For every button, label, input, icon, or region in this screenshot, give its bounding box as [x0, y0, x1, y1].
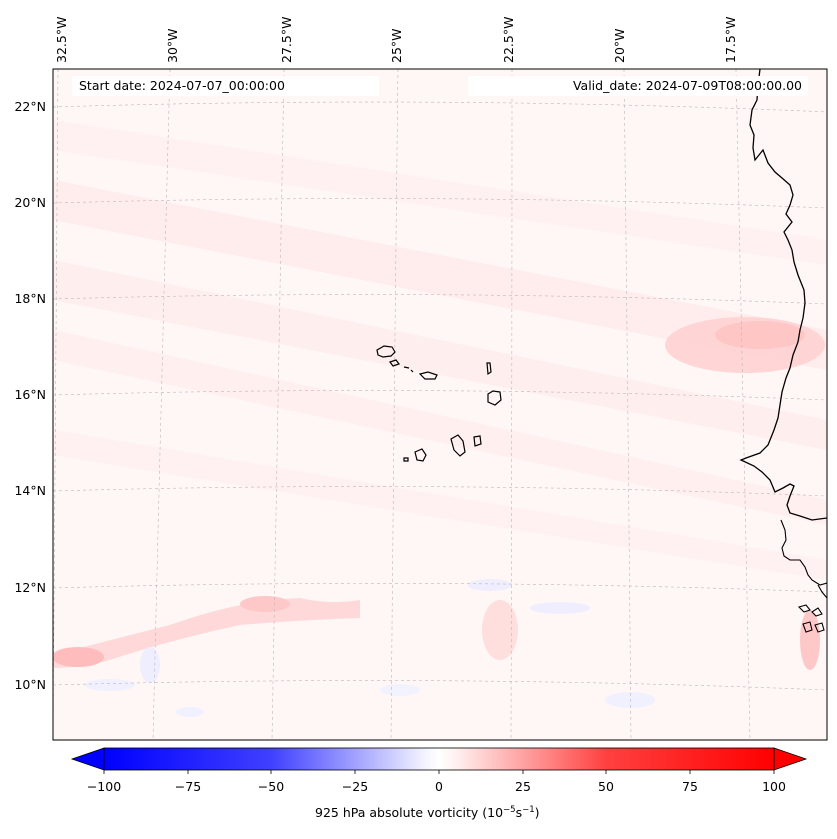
colorbar-title-exp1: −5 — [503, 805, 516, 815]
colorbar-ticks — [103, 770, 775, 774]
lat-label: 16°N — [14, 387, 46, 402]
lon-label: 25°W — [389, 28, 404, 63]
lat-label: 14°N — [14, 483, 46, 498]
valid-date-label: Valid_date: 2024-07-09T08:00:00.00 — [468, 76, 808, 96]
guinea-coast — [817, 584, 827, 599]
colorbar-tick-label: 50 — [598, 779, 614, 794]
lat-label: 22°N — [14, 99, 46, 114]
colorbar-title-mid: s — [515, 805, 523, 821]
colorbar-tick-label: 75 — [682, 779, 698, 794]
lon-label: 22.5°W — [501, 17, 516, 63]
lon-label: 30°W — [165, 28, 180, 63]
bijagos-islands — [797, 604, 825, 633]
colorbar-tick-label: −50 — [258, 779, 284, 794]
colorbar-tick-label: −25 — [342, 779, 368, 794]
lat-label: 20°N — [14, 195, 46, 210]
lat-label: 12°N — [14, 580, 46, 595]
lon-label: 20°W — [612, 28, 627, 63]
colorbar: −100 −75 −50 −25 0 25 50 75 100 — [70, 747, 808, 794]
longitude-labels: 32.5°W 30°W 27.5°W 25°W 22.5°W 20°W 17.5… — [54, 17, 738, 63]
colorbar-title-exp2: −1 — [522, 805, 535, 815]
colorbar-min-extend — [70, 747, 105, 771]
start-date-label: Start date: 2024-07-07_00:00:00 — [72, 76, 379, 96]
colorbar-tick-label: 25 — [515, 779, 531, 794]
colorbar-tick-label: 100 — [762, 779, 786, 794]
colorbar-title-suffix: ) — [534, 805, 540, 821]
colorbar-gradient — [104, 748, 774, 770]
lon-label: 17.5°W — [723, 17, 738, 63]
lat-label: 18°N — [14, 291, 46, 306]
colorbar-title-prefix: 925 hPa absolute vorticity (10 — [315, 805, 504, 821]
map-frame — [52, 68, 828, 741]
colorbar-tick-label: −75 — [175, 779, 201, 794]
latitude-labels: 22°N 20°N 18°N 16°N 14°N 12°N 10°N — [14, 99, 46, 692]
gridlines — [53, 69, 827, 740]
colorbar-tick-label: −100 — [87, 779, 121, 794]
lon-label: 32.5°W — [54, 17, 69, 63]
colorbar-max-extend — [773, 747, 808, 771]
colorbar-tick-label: 0 — [435, 779, 443, 794]
vorticity-field — [53, 69, 827, 740]
cape-verde-islands — [376, 345, 502, 462]
africa-coastline — [739, 69, 827, 521]
colorbar-tick-labels: −100 −75 −50 −25 0 25 50 75 100 — [87, 779, 786, 794]
guinea-bissau-coast — [780, 519, 827, 586]
lon-label: 27.5°W — [279, 17, 294, 63]
lat-label: 10°N — [14, 677, 46, 692]
